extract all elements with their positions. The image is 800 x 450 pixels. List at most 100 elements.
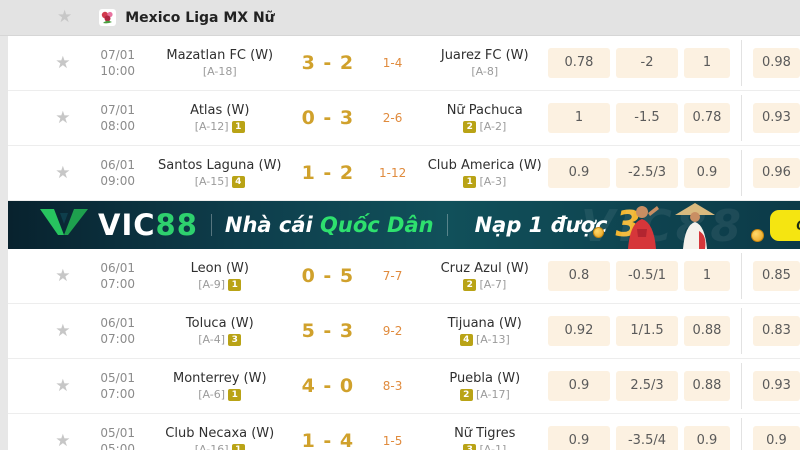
- away-team[interactable]: Puebla (W) 2 [A-17]: [421, 370, 548, 402]
- odds-cell[interactable]: 0.78: [547, 48, 610, 78]
- away-team[interactable]: Club America (W) 1 [A-3]: [421, 157, 548, 189]
- match-date: 06/01: [100, 158, 135, 172]
- handicap-cell[interactable]: -1.5: [615, 103, 678, 133]
- favorite-star-icon[interactable]: ★: [55, 375, 71, 396]
- odds-group: 0.9 -2.5/3 0.9 0.96: [547, 150, 800, 196]
- home-team-code: [A-9]: [198, 278, 226, 291]
- away-team-code: [A-1]: [479, 443, 507, 450]
- column-divider: [740, 308, 742, 354]
- banner-cta-button[interactable]: C: [770, 210, 800, 241]
- odds-cell[interactable]: 1: [683, 261, 730, 291]
- handicap-cell[interactable]: 1/1.5: [615, 316, 678, 346]
- match-datetime: 07/01 08:00: [88, 102, 148, 134]
- banner-promo-text: Nạp 1 được: [474, 213, 608, 237]
- full-time-score: 4 - 0: [301, 375, 355, 397]
- odds-cell[interactable]: 0.96: [752, 158, 800, 188]
- home-team[interactable]: Club Necaxa (W) [A-16] 1: [148, 425, 292, 450]
- favorite-star-icon[interactable]: ★: [55, 320, 71, 341]
- favorite-star-icon[interactable]: ★: [55, 430, 71, 450]
- handicap-cell[interactable]: -2.5/3: [615, 158, 678, 188]
- home-team[interactable]: Mazatlan FC (W) [A-18]: [148, 47, 292, 79]
- odds-cell[interactable]: 1: [683, 48, 730, 78]
- match-datetime: 05/01 07:00: [88, 370, 148, 402]
- odds-cell[interactable]: 0.9: [683, 158, 730, 188]
- match-date: 05/01: [100, 371, 135, 385]
- handicap-cell[interactable]: 2.5/3: [615, 371, 678, 401]
- odds-cell[interactable]: 0.92: [547, 316, 610, 346]
- odds-cell[interactable]: 0.88: [683, 316, 730, 346]
- match-datetime: 07/01 10:00: [88, 47, 148, 79]
- column-divider: [740, 95, 742, 141]
- favorite-star-icon[interactable]: ★: [55, 162, 71, 183]
- brand-text: VIC88: [98, 208, 198, 242]
- match-time: 05:00: [100, 442, 135, 450]
- handicap-cell[interactable]: -0.5/1: [615, 261, 678, 291]
- handicap-cell[interactable]: -3.5/4: [615, 426, 678, 450]
- odds-cell[interactable]: 0.8: [547, 261, 610, 291]
- home-team-name: Toluca (W): [185, 316, 254, 331]
- odds-cell[interactable]: 0.9: [547, 158, 610, 188]
- match-row[interactable]: ★ 07/01 10:00 Mazatlan FC (W) [A-18] 3 -…: [8, 36, 800, 91]
- away-team[interactable]: Juarez FC (W) [A-8]: [421, 47, 548, 79]
- home-team-code: [A-6]: [198, 388, 226, 401]
- odds-group: 0.78 -2 1 0.98: [547, 40, 800, 86]
- favorite-star-icon[interactable]: ★: [55, 265, 71, 286]
- odds-cell[interactable]: 0.9: [547, 371, 610, 401]
- odds-cell[interactable]: 0.93: [752, 103, 800, 133]
- away-team[interactable]: Tijuana (W) 4 [A-13]: [421, 315, 548, 347]
- secondary-score: 7-7: [382, 269, 403, 283]
- match-row[interactable]: ★ 05/01 05:00 Club Necaxa (W) [A-16] 1 1 …: [8, 414, 800, 450]
- odds-cell[interactable]: 0.83: [752, 316, 800, 346]
- match-row[interactable]: ★ 07/01 08:00 Atlas (W) [A-12] 1 0 - 3 2-…: [8, 91, 800, 146]
- secondary-score: 8-3: [382, 379, 403, 393]
- away-team-badge: 2: [463, 120, 477, 133]
- odds-cell[interactable]: 0.98: [752, 48, 800, 78]
- match-time: 07:00: [100, 332, 135, 346]
- promo-banner[interactable]: VIC88 Nhà cái Quốc Dân Nạp 1 được 3 VIC8…: [8, 201, 800, 249]
- away-team-code: [A-3]: [479, 175, 507, 188]
- odds-cell[interactable]: 0.78: [683, 103, 730, 133]
- odds-cell[interactable]: 1: [547, 103, 610, 133]
- match-time: 09:00: [100, 174, 135, 188]
- favorite-star-icon[interactable]: ★: [55, 107, 71, 128]
- home-team[interactable]: Toluca (W) [A-4] 3: [148, 315, 292, 347]
- odds-group: 0.8 -0.5/1 1 0.85: [547, 253, 800, 299]
- match-row[interactable]: ★ 06/01 07:00 Toluca (W) [A-4] 3 5 - 3 9-…: [8, 304, 800, 359]
- home-team[interactable]: Santos Laguna (W) [A-15] 4: [148, 157, 292, 189]
- away-team-name: Tijuana (W): [447, 316, 522, 331]
- away-team-name: Nữ Tigres: [454, 426, 516, 441]
- league-favorite-star-icon[interactable]: ★: [57, 7, 73, 27]
- home-team-name: Santos Laguna (W): [158, 158, 282, 173]
- home-team[interactable]: Leon (W) [A-9] 1: [148, 260, 292, 292]
- odds-cell[interactable]: 0.9: [683, 426, 730, 450]
- match-row[interactable]: ★ 06/01 07:00 Leon (W) [A-9] 1 0 - 5 7-7 …: [8, 249, 800, 304]
- odds-cell[interactable]: 0.93: [752, 371, 800, 401]
- odds-cell[interactable]: 0.85: [752, 261, 800, 291]
- column-divider: [740, 253, 742, 299]
- home-team[interactable]: Monterrey (W) [A-6] 1: [148, 370, 292, 402]
- away-team-code: [A-7]: [479, 278, 507, 291]
- away-team[interactable]: Nữ Tigres 3 [A-1]: [421, 425, 548, 450]
- away-team-name: Nữ Pachuca: [446, 103, 523, 118]
- handicap-cell[interactable]: -2: [615, 48, 678, 78]
- match-row[interactable]: ★ 05/01 07:00 Monterrey (W) [A-6] 1 4 - 0…: [8, 359, 800, 414]
- away-team-name: Puebla (W): [449, 371, 521, 386]
- home-team-name: Mazatlan FC (W): [166, 48, 274, 63]
- favorite-star-icon[interactable]: ★: [55, 52, 71, 73]
- away-team[interactable]: Nữ Pachuca 2 [A-2]: [421, 102, 548, 134]
- away-team-code: [A-13]: [475, 333, 510, 346]
- home-team[interactable]: Atlas (W) [A-12] 1: [148, 102, 292, 134]
- league-header: ★ Mexico Liga MX Nữ: [0, 0, 800, 36]
- away-team-name: Club America (W): [427, 158, 542, 173]
- match-time: 10:00: [100, 64, 135, 78]
- odds-cell[interactable]: 0.9: [752, 426, 800, 450]
- odds-cell[interactable]: 0.88: [683, 371, 730, 401]
- match-time: 07:00: [100, 277, 135, 291]
- home-team-code: [A-16]: [194, 443, 229, 450]
- match-row[interactable]: ★ 06/01 09:00 Santos Laguna (W) [A-15] 4 …: [8, 146, 800, 201]
- away-team[interactable]: Cruz Azul (W) 2 [A-7]: [421, 260, 548, 292]
- match-datetime: 06/01 09:00: [88, 157, 148, 189]
- odds-cell[interactable]: 0.9: [547, 426, 610, 450]
- away-team-code: [A-17]: [475, 388, 510, 401]
